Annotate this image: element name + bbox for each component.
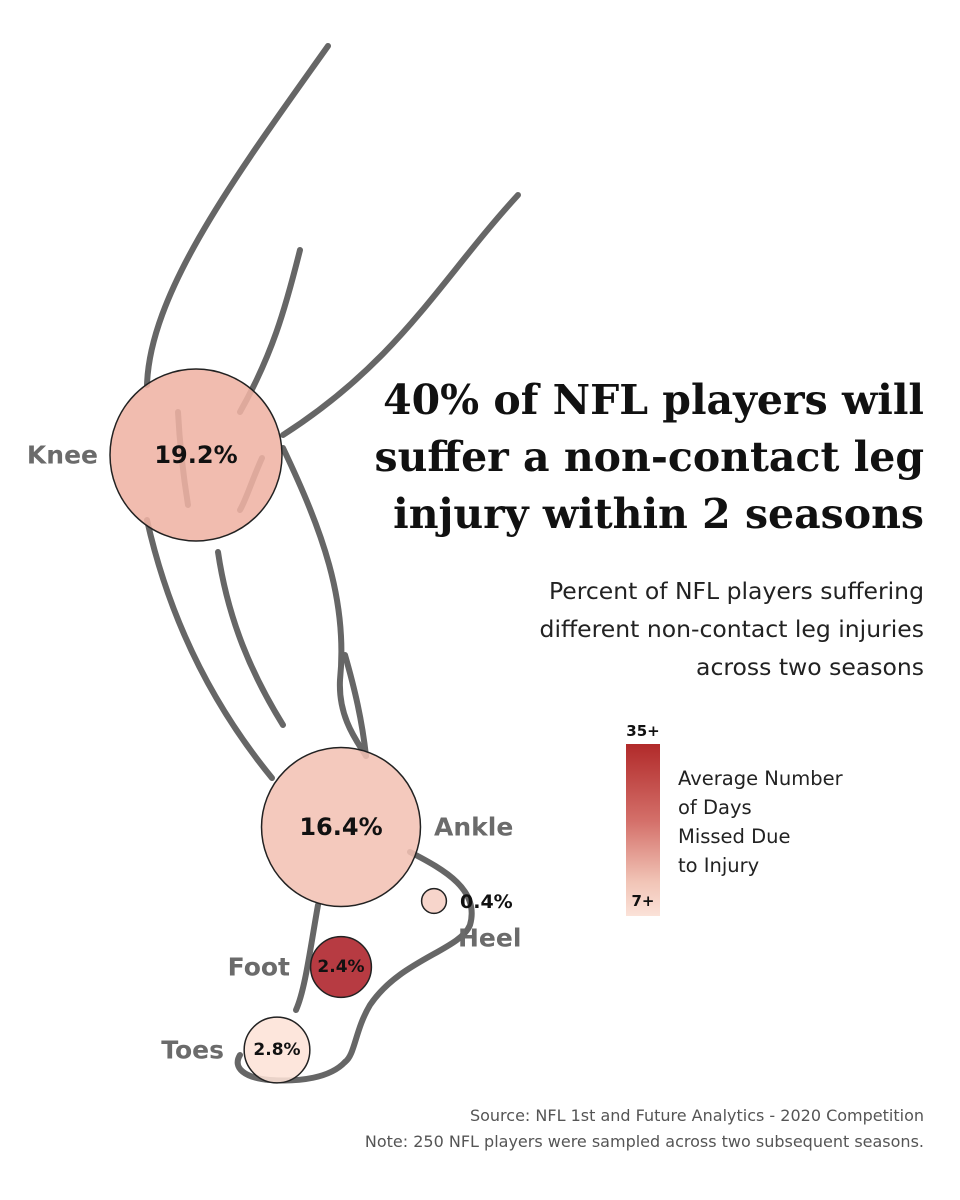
calf-back-line [144, 517, 275, 781]
shin-line [280, 445, 369, 759]
source-note: Source: NFL 1st and Future Analytics - 2… [365, 1103, 924, 1155]
bubble-ankle [260, 746, 422, 908]
calf-inner-line [215, 549, 286, 728]
headline-line-3: injury within 2 seasons [393, 490, 924, 538]
legend-title-line-2: of Days [678, 796, 752, 819]
bubble-value-toes: 2.8% [253, 1040, 300, 1060]
source-line: Source: NFL 1st and Future Analytics - 2… [469, 1106, 924, 1125]
arch-line [293, 902, 321, 1013]
legend-title: Average Number of Days Missed Due to Inj… [678, 764, 908, 880]
bubble-label-foot: Foot [228, 953, 290, 982]
bubble-layer: 19.2% Knee 16.4% Ankle 0.4% Heel 2.4% Foot 2.8% T… [27, 368, 521, 1084]
leg-outline [144, 43, 521, 1084]
headline-line-2: suffer a non-contact leg [374, 433, 924, 481]
legend-max-label: 35+ [626, 722, 660, 740]
bubble-label-ankle: Ankle [434, 813, 513, 842]
legend-title-line-4: to Injury [678, 854, 760, 877]
bubble-value-knee: 19.2% [154, 441, 237, 469]
bubble-toes [243, 1016, 311, 1084]
legend-min-label: 7+ [631, 892, 655, 910]
bubble-label-toes: Toes [161, 1036, 224, 1065]
bubble-heel [420, 887, 448, 915]
thigh-front-line [280, 192, 521, 438]
subtitle-line-1: Percent of NFL players suffering [548, 577, 924, 605]
chart-subtitle: Percent of NFL players suffering differe… [424, 572, 924, 686]
bubble-label-heel: Heel [458, 924, 521, 953]
note-line: Note: 250 NFL players were sampled acros… [364, 1132, 924, 1151]
chart-headline: 40% of NFL players will suffer a non-con… [324, 372, 924, 543]
heel-line [342, 849, 475, 1065]
bubble-knee [109, 368, 283, 542]
shin-crease-line [342, 652, 369, 759]
legend-title-line-3: Missed Due [678, 825, 791, 848]
legend-title-line-1: Average Number [678, 767, 843, 790]
subtitle-line-2: different non-contact leg injuries [539, 615, 924, 643]
legend-color-bar [626, 744, 660, 916]
bubble-value-ankle: 16.4% [299, 813, 382, 841]
bubble-foot [309, 935, 373, 999]
bubble-label-knee: Knee [27, 441, 98, 470]
bubble-value-heel: 0.4% [460, 891, 513, 913]
headline-line-1: 40% of NFL players will [383, 376, 924, 424]
thigh-back-line [144, 43, 331, 388]
bubble-value-foot: 2.4% [317, 957, 364, 977]
subtitle-line-3: across two seasons [696, 653, 924, 681]
